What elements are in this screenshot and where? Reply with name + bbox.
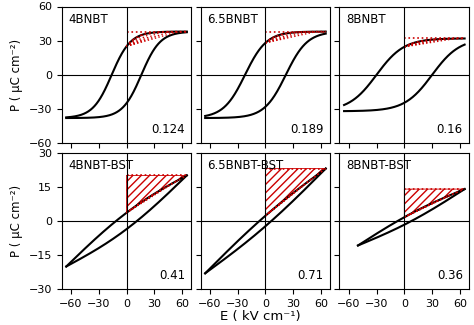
Text: 8BNBT-BST: 8BNBT-BST bbox=[346, 160, 411, 173]
Text: 0.71: 0.71 bbox=[298, 269, 324, 282]
Text: E ( kV cm⁻¹): E ( kV cm⁻¹) bbox=[220, 310, 301, 323]
Text: 6.5BNBT: 6.5BNBT bbox=[207, 13, 258, 26]
Text: 4BNBT: 4BNBT bbox=[68, 13, 108, 26]
Text: 6.5BNBT-BST: 6.5BNBT-BST bbox=[207, 160, 283, 173]
Text: 0.36: 0.36 bbox=[437, 269, 463, 282]
Text: 0.189: 0.189 bbox=[291, 123, 324, 136]
Text: 8BNBT: 8BNBT bbox=[346, 13, 385, 26]
Y-axis label: P ( μC cm⁻²): P ( μC cm⁻²) bbox=[10, 185, 23, 257]
Text: 0.124: 0.124 bbox=[151, 123, 185, 136]
Text: 0.41: 0.41 bbox=[159, 269, 185, 282]
Y-axis label: P ( μC cm⁻²): P ( μC cm⁻²) bbox=[10, 39, 23, 111]
Text: 0.16: 0.16 bbox=[437, 123, 463, 136]
Text: 4BNBT-BST: 4BNBT-BST bbox=[68, 160, 133, 173]
